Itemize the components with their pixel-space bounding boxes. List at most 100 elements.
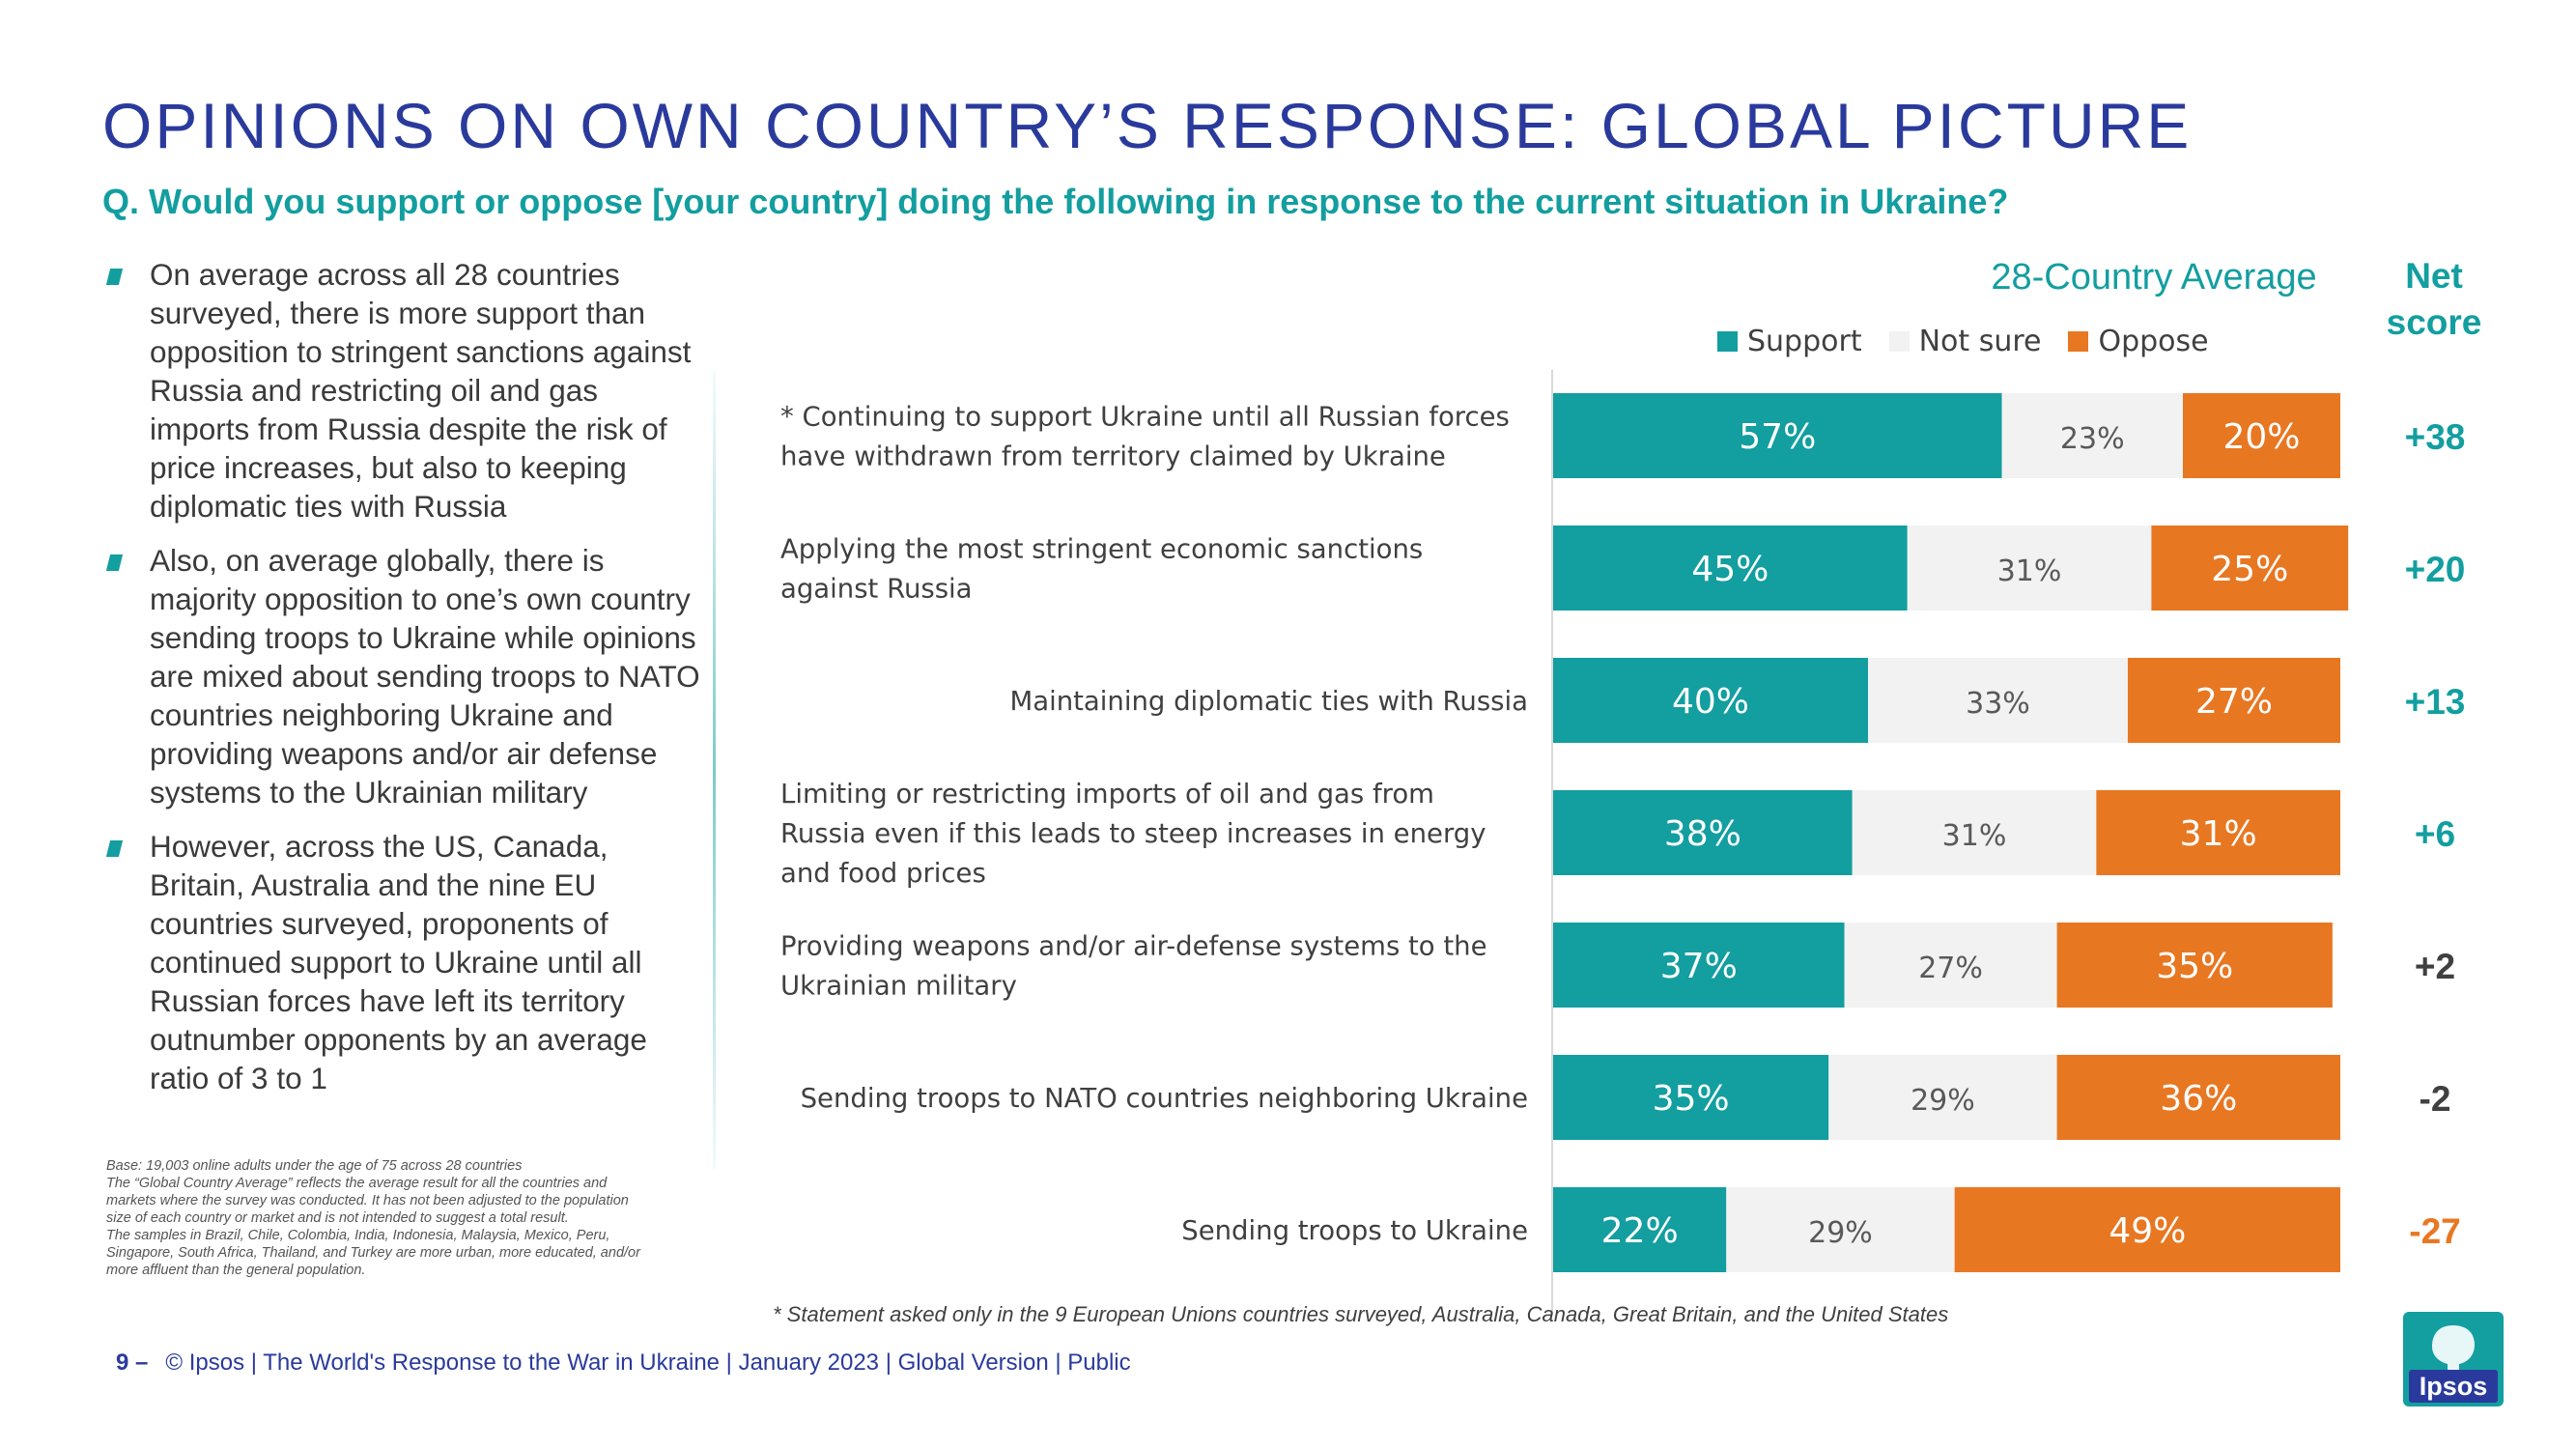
value-label-oppose: 35%	[2156, 947, 2233, 986]
finding-3: However, across the US, Canada, Britain,…	[105, 827, 705, 1097]
legend-label: Oppose	[2098, 325, 2209, 358]
legend-item-not-sure: Not sure	[1888, 325, 2042, 358]
bar-support	[1553, 1055, 1829, 1140]
net-score-value: +38	[2405, 417, 2466, 457]
bar-support	[1553, 790, 1853, 875]
net-score-value: +13	[2405, 682, 2466, 722]
category-label-line: Maintaining diplomatic ties with Russia	[1009, 686, 1528, 717]
category-label: Sending troops to Ukraine	[1181, 1215, 1528, 1246]
bar-oppose	[2127, 658, 2340, 743]
finding-text: However, across the US, Canada, Britain,…	[150, 829, 647, 1095]
bar-not-sure	[1868, 658, 2128, 743]
finding-text: Also, on average globally, there is majo…	[150, 543, 700, 810]
value-label-support: 38%	[1664, 814, 1741, 854]
value-label-support: 45%	[1691, 550, 1769, 589]
category-label: Maintaining diplomatic ties with Russia	[1009, 686, 1528, 717]
chart-footnote: * Statement asked only in the 9 European…	[773, 1302, 1949, 1326]
bar-oppose	[2096, 790, 2340, 875]
value-label-not-sure: 27%	[1918, 952, 1983, 985]
base-note-line: Base: 19,003 online adults under the age…	[106, 1158, 523, 1174]
value-label-support: 37%	[1660, 947, 1738, 986]
base-note: Base: 19,003 online adults under the age…	[106, 1157, 647, 1279]
chart-title: 28-Country Average	[1991, 257, 2317, 298]
bar-oppose	[2056, 923, 2333, 1008]
bar-oppose	[2183, 393, 2340, 478]
value-label-not-sure: 29%	[1808, 1216, 1873, 1250]
category-label: Limiting or restricting imports of oil a…	[780, 779, 1486, 889]
net-score-value: +6	[2415, 814, 2455, 854]
bar-support	[1553, 526, 1908, 611]
logo-text: Ipsos	[2420, 1372, 2488, 1401]
category-label-line: Limiting or restricting imports of oil a…	[780, 779, 1434, 810]
category-label-line: Ukrainian military	[780, 971, 1017, 1002]
logo-text-background	[2409, 1370, 2498, 1403]
value-label-oppose: 49%	[2109, 1211, 2186, 1251]
bar-not-sure	[1907, 526, 2152, 611]
category-label: Sending troops to NATO countries neighbo…	[801, 1083, 1528, 1114]
value-label-oppose: 27%	[2195, 682, 2273, 722]
value-label-not-sure: 23%	[2060, 422, 2125, 456]
category-label-line: against Russia	[780, 574, 973, 605]
value-label-not-sure: 33%	[1966, 687, 2030, 721]
value-label-support: 57%	[1739, 417, 1816, 457]
legend-item-oppose: Oppose	[2068, 325, 2209, 358]
category-label-line: Providing weapons and/or air-defense sys…	[780, 931, 1487, 962]
category-label-line: and food prices	[780, 858, 986, 889]
net-score-value: -2	[2420, 1079, 2451, 1119]
category-label-line: Sending troops to NATO countries neighbo…	[801, 1083, 1528, 1114]
value-label-oppose: 20%	[2222, 417, 2300, 457]
net-score-value: +2	[2415, 947, 2455, 986]
bar-oppose	[2056, 1055, 2340, 1140]
bar-support	[1553, 393, 2002, 478]
legend-swatch-oppose	[2068, 331, 2089, 352]
bar-not-sure	[2001, 393, 2183, 478]
value-label-not-sure: 29%	[1911, 1084, 1975, 1118]
base-note-line: The samples in Brazil, Chile, Colombia, …	[106, 1228, 640, 1278]
footer-text: © Ipsos | The World's Response to the Wa…	[165, 1350, 1131, 1376]
bar-not-sure	[1828, 1055, 2057, 1140]
bar-support	[1553, 923, 1845, 1008]
value-label-support: 22%	[1601, 1211, 1679, 1251]
page-number: 9 –	[116, 1350, 149, 1376]
bar-oppose	[1954, 1187, 2340, 1272]
ipsos-logo: Ipsos	[2403, 1312, 2504, 1406]
legend-label: Support	[1747, 325, 1862, 358]
bar-support	[1553, 658, 1868, 743]
value-label-oppose: 31%	[2180, 814, 2257, 854]
net-score-value: -27	[2409, 1211, 2460, 1251]
page-footer: 9 – © Ipsos | The World's Response to the…	[116, 1350, 1131, 1377]
bar-oppose	[2151, 526, 2349, 611]
category-label: Applying the most stringent economic san…	[780, 534, 1423, 605]
bar-not-sure	[1852, 790, 2097, 875]
value-label-oppose: 25%	[2211, 550, 2288, 589]
legend-swatch-not-sure	[1888, 331, 1910, 352]
key-findings: On average across all 28 countries surve…	[105, 255, 705, 1113]
value-label-not-sure: 31%	[1997, 554, 2062, 588]
value-label-support: 40%	[1672, 682, 1749, 722]
category-label-line: Russia even if this leads to steep incre…	[780, 818, 1486, 849]
bar-support	[1553, 1187, 1727, 1272]
category-label-line: Applying the most stringent economic san…	[780, 534, 1423, 565]
page-title: OPINIONS ON OWN COUNTRY’S RESPONSE: GLOB…	[102, 90, 2193, 161]
column-divider	[713, 372, 716, 1169]
category-label-line: * Continuing to support Ukraine until al…	[780, 402, 1510, 433]
net-score-header: Net score	[2386, 256, 2482, 342]
legend-label: Not sure	[1918, 325, 2042, 358]
value-label-oppose: 36%	[2160, 1079, 2237, 1119]
legend-item-support: Support	[1717, 325, 1862, 358]
finding-text: On average across all 28 countries surve…	[150, 257, 692, 524]
bar-not-sure	[1844, 923, 2057, 1008]
survey-question: Q. Would you support or oppose [your cou…	[102, 182, 2009, 221]
logo-mark-icon	[2432, 1325, 2475, 1372]
base-note-line: The “Global Country Average” reflects th…	[106, 1176, 629, 1226]
category-label-line: Sending troops to Ukraine	[1181, 1215, 1528, 1246]
legend-swatch-support	[1717, 331, 1738, 352]
value-label-support: 35%	[1653, 1079, 1730, 1119]
finding-1: On average across all 28 countries surve…	[105, 255, 705, 526]
bar-not-sure	[1726, 1187, 1955, 1272]
category-label: Providing weapons and/or air-defense sys…	[780, 931, 1487, 1002]
finding-2: Also, on average globally, there is majo…	[105, 541, 705, 811]
value-label-not-sure: 31%	[1942, 819, 2007, 853]
category-label-line: have withdrawn from territory claimed by…	[780, 441, 1446, 472]
